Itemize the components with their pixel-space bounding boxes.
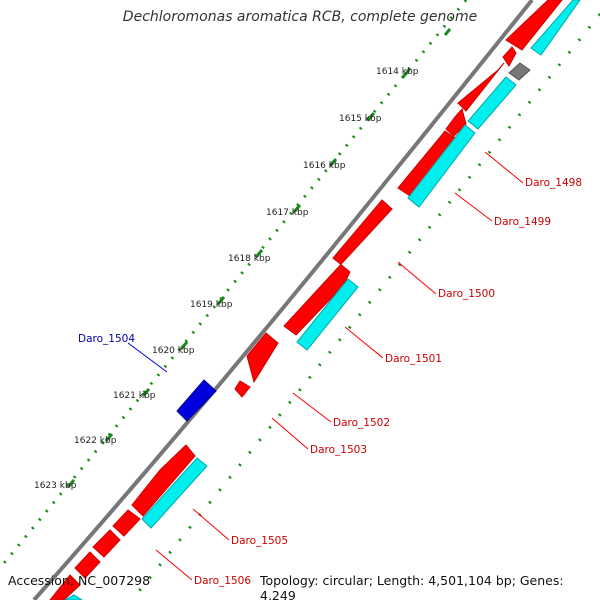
ruler-major-tick (179, 341, 189, 350)
ruler-major-tick (401, 69, 411, 78)
cds-block (530, 0, 581, 56)
leader-line-daro-1500 (397, 261, 437, 295)
ruler-label: 1623 kbp (34, 481, 77, 491)
gene-arrow-daro-1499 (445, 107, 467, 137)
gene-arrow-daro-1498b (457, 62, 505, 112)
ruler-dotted-arc (0, 0, 468, 569)
gene-arrow-daro-1498a (502, 46, 517, 67)
gene-label-daro-1500: Daro_1500 (438, 288, 495, 300)
ruler-label: 1618 kbp (228, 254, 271, 264)
gene-arrow-daro-1502 (246, 332, 279, 384)
leader-line-daro-1504 (127, 342, 168, 373)
cds-block (467, 76, 517, 130)
ruler-label: 1614 kbp (376, 67, 419, 77)
cds-block (407, 124, 476, 208)
ruler-label: 1619 kbp (190, 300, 233, 310)
label-leader-lines (155, 151, 524, 581)
gene-arrow-daro-1497 (505, 0, 563, 51)
map-title: Dechloromonas aromatica RCB, complete ge… (122, 9, 478, 25)
gene-label-daro-1503: Daro_1503 (310, 444, 367, 456)
ruler-label: 1615 kbp (339, 114, 382, 124)
cds-block (63, 594, 83, 600)
cds-features (63, 0, 581, 600)
leader-line-daro-1499 (454, 192, 493, 222)
gene-label-daro-1498: Daro_1498 (525, 177, 582, 189)
ruler-major-tick (328, 158, 338, 167)
ruler-major-tick (292, 204, 302, 213)
ruler-label: 1621 kbp (113, 391, 156, 401)
ruler-major-tick (66, 479, 76, 488)
ruler-labels: 1614 kbp 1615 kbp 1616 kbp 1617 kbp 1618… (34, 67, 419, 491)
gene-label-daro-1505: Daro_1505 (231, 535, 288, 547)
ruler-major-tick (141, 388, 151, 397)
ruler-major-tick (443, 28, 452, 36)
gene-label-daro-1502: Daro_1502 (333, 417, 390, 429)
gene-label-daro-1501: Daro_1501 (385, 353, 442, 365)
leader-line-daro-1506 (155, 549, 193, 581)
ruler-major-tick (254, 249, 264, 258)
gene-labels: Daro_1498 Daro_1499 Daro_1500 Daro_1501 … (194, 177, 582, 587)
ruler-major-ticks (66, 28, 452, 488)
cds-block (296, 278, 359, 351)
ruler-label: 1616 kbp (303, 161, 346, 171)
gene-label-daro-1504: Daro_1504 (78, 333, 135, 345)
leader-line-daro-1505 (192, 508, 230, 541)
forward-strand-genes (49, 0, 563, 600)
ruler-label: 1622 kbp (74, 436, 117, 446)
gene-arrow-daro-1505 (131, 444, 196, 517)
ruler-major-tick (216, 296, 226, 305)
gene-arrow-daro-1503 (234, 380, 251, 398)
leader-line-daro-1498 (484, 151, 524, 184)
gene-arrow-daro-1507 (49, 574, 81, 600)
gene-arrow-daro-1506b (74, 551, 101, 579)
leader-line-daro-1503 (271, 417, 309, 450)
cds-block (141, 457, 208, 529)
gene-arrow-daro-1505b (112, 509, 141, 537)
genome-backbone (32, 0, 534, 600)
ruler-major-tick (104, 433, 114, 442)
ruler-label: 1617 kbp (266, 208, 309, 218)
ruler-label: 1620 kbp (152, 346, 195, 356)
cds-block-grey (508, 62, 531, 81)
gene-label-daro-1506: Daro_1506 (194, 575, 251, 587)
leader-line-daro-1501 (344, 326, 384, 359)
leader-line-daro-1502 (292, 392, 332, 423)
inner-dotted-arc (130, 13, 600, 600)
gene-arrow-daro-1501 (283, 199, 393, 336)
genome-summary: Topology: circular; Length: 4,501,104 bp… (260, 573, 564, 600)
gene-arrow-daro-1504 (176, 379, 217, 422)
gene-label-daro-1499: Daro_1499 (494, 216, 551, 228)
gene-arrow-daro-1506 (92, 529, 121, 558)
ruler-major-tick (366, 112, 376, 121)
accession-label: Accession: NC_007298 (8, 573, 151, 588)
